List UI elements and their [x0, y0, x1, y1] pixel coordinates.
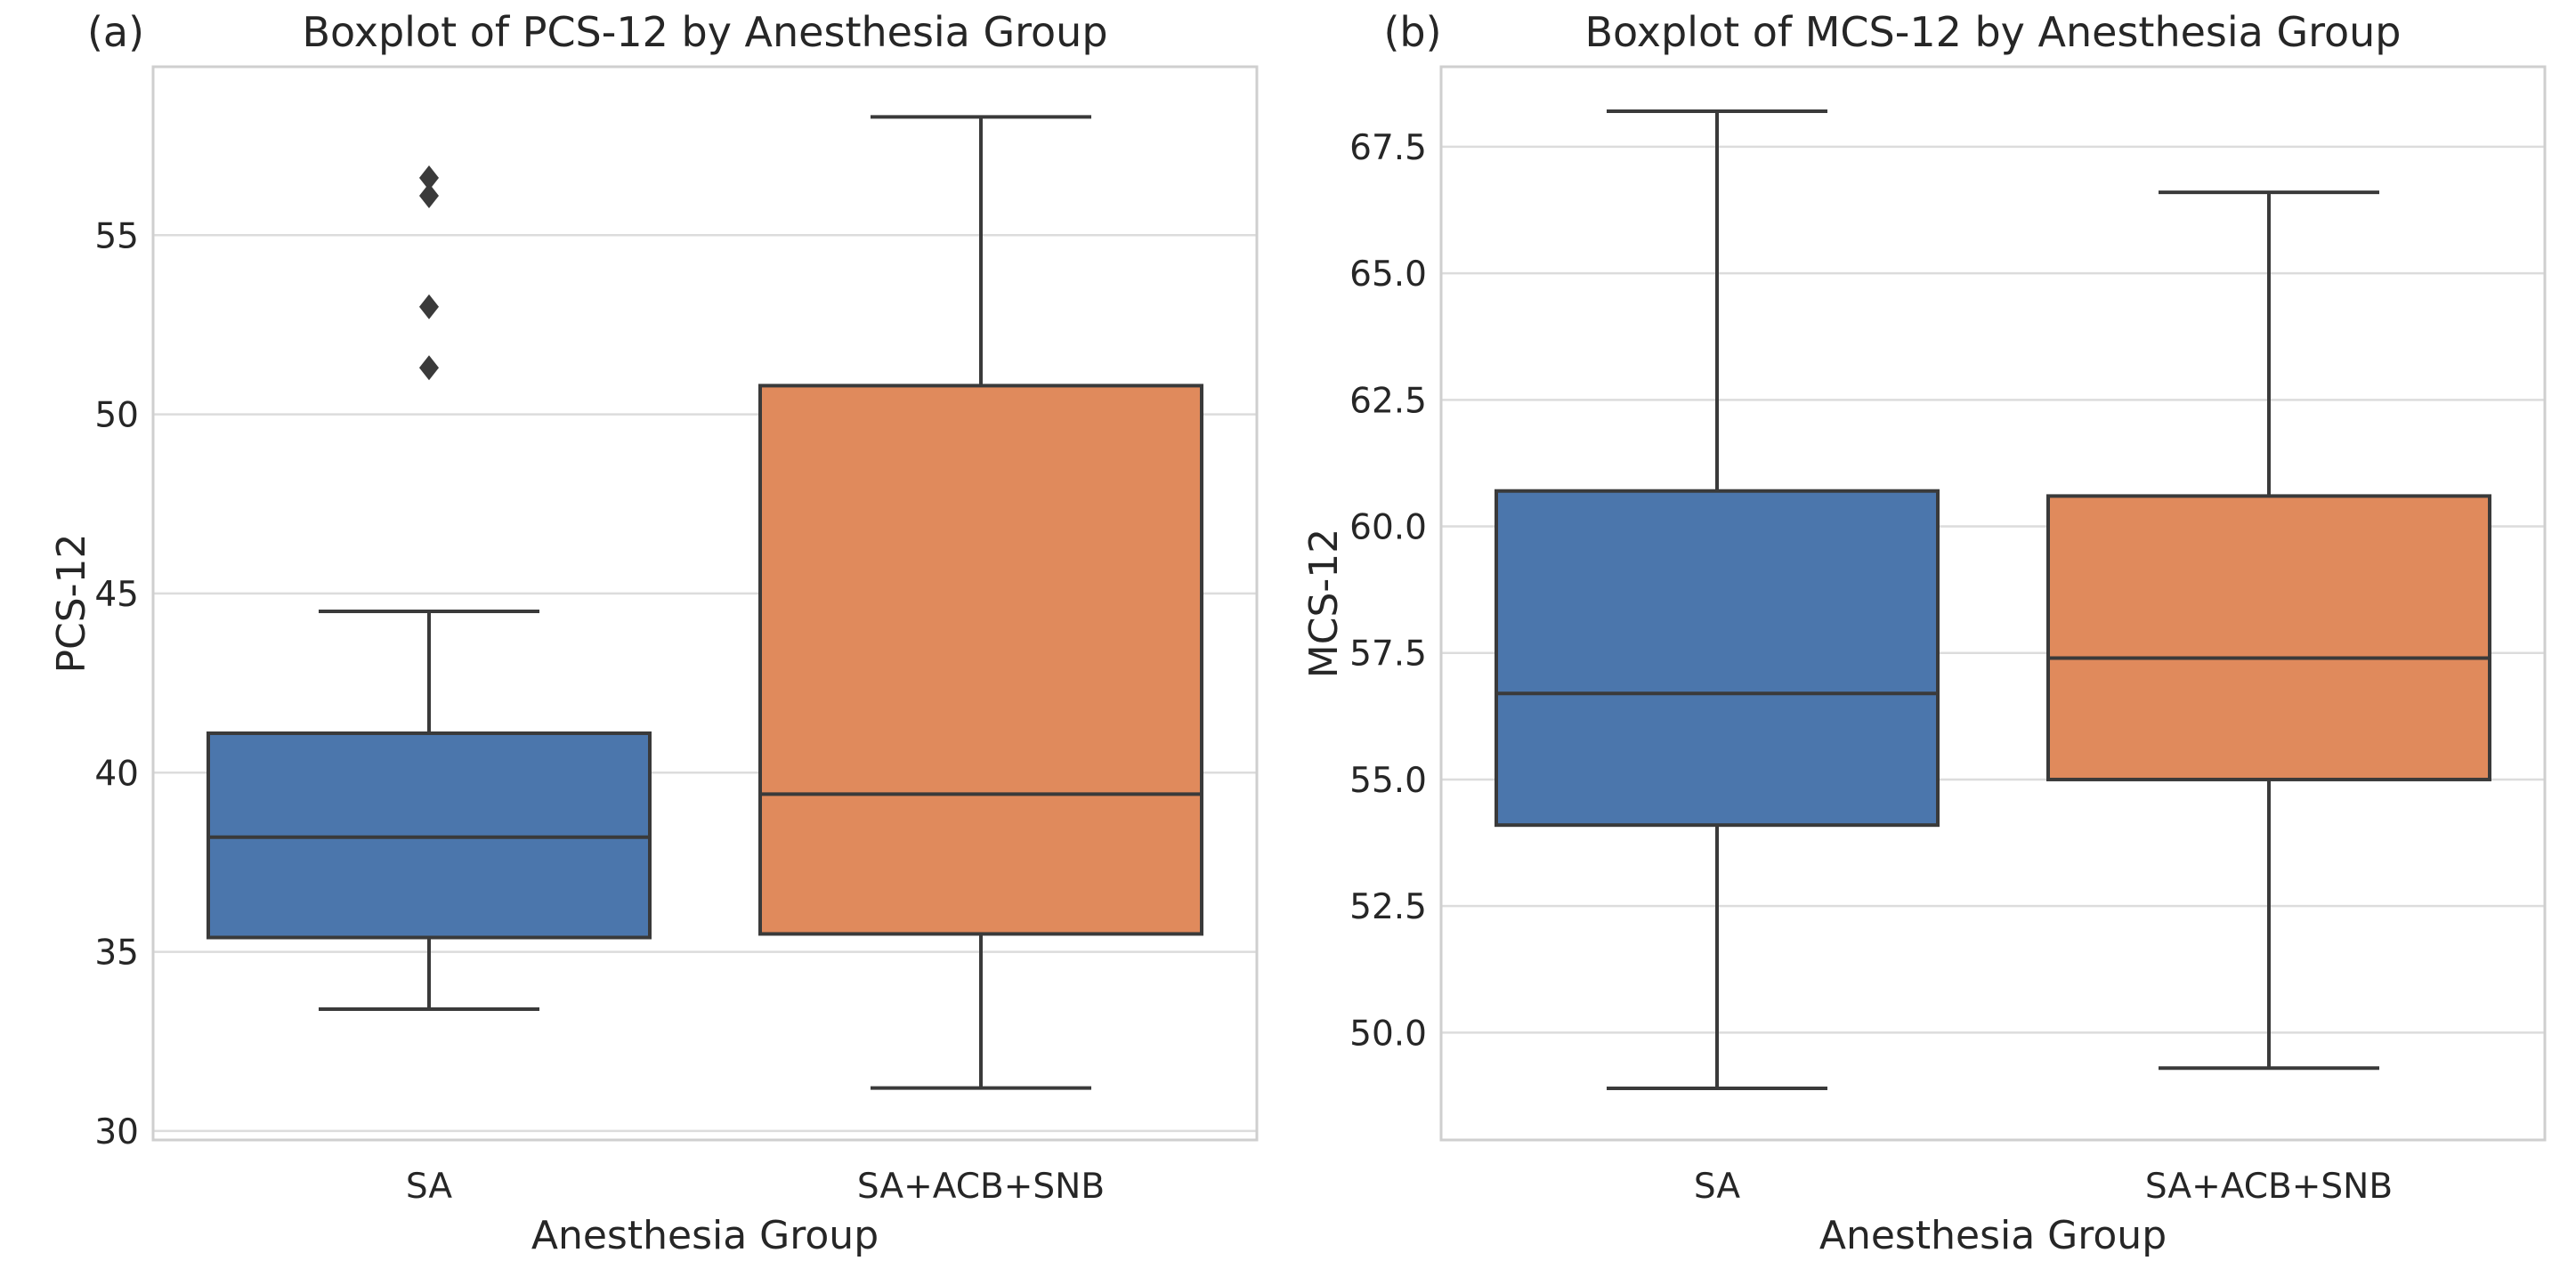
panel-a-plot-area: 30 35 40 45 50 55 SA SA+ACB+SNB [94, 65, 1259, 1207]
outlier-diamond [419, 182, 439, 208]
panel-letter-a: (a) [87, 8, 144, 56]
panel-a-svg: (a) Boxplot of PCS-12 by Anesthesia Grou… [49, 8, 1259, 1258]
y-tick-label: 35 [94, 934, 139, 974]
box-SA [1495, 489, 1940, 828]
box-SA [207, 731, 652, 940]
plot-border [1439, 65, 2547, 1142]
panel-a: (a) Boxplot of PCS-12 by Anesthesia Grou… [49, 8, 1259, 1258]
y-tick-label: 50 [94, 396, 139, 436]
outlier-diamond [419, 355, 439, 381]
panel-b: (b) Boxplot of MCS-12 by Anesthesia Grou… [1288, 0, 2576, 1269]
y-tick-label: 60.0 [1349, 508, 1427, 548]
y-tick-label: 45 [94, 575, 139, 615]
panel-b-svg: (b) Boxplot of MCS-12 by Anesthesia Grou… [1301, 8, 2547, 1258]
panel-a-y-axis-label: PCS-12 [49, 533, 94, 673]
plot-border [151, 65, 1259, 1142]
y-tick-label: 30 [94, 1112, 139, 1152]
y-tick-label: 50.0 [1349, 1014, 1427, 1054]
panel-a-title: Boxplot of PCS-12 by Anesthesia Group [302, 8, 1107, 56]
panel-b-plot-area: 50.0 52.5 55.0 57.5 60.0 62.5 65.0 67.5 SA SA+ACB… [1349, 65, 2547, 1207]
panel-b-title: Boxplot of MCS-12 by Anesthesia Group [1584, 8, 2401, 56]
panel-b-y-axis-label: MCS-12 [1301, 529, 1347, 678]
outlier-diamond [419, 294, 439, 319]
x-tick-label: SA+ACB+SNB [2145, 1167, 2393, 1207]
outlier-diamond [419, 165, 439, 190]
x-tick-label: SA+ACB+SNB [857, 1167, 1105, 1207]
x-tick-label: SA [1694, 1167, 1740, 1207]
x-tick-label: SA [406, 1167, 452, 1207]
y-tick-label: 62.5 [1349, 381, 1427, 421]
panel-a-x-axis-label: Anesthesia Group [531, 1213, 879, 1258]
y-tick-label: 55 [94, 216, 139, 256]
panel-letter-b: (b) [1383, 8, 1441, 56]
y-tick-label: 55.0 [1349, 761, 1427, 801]
y-tick-label: 40 [94, 754, 139, 794]
panel-b-x-axis-label: Anesthesia Group [1819, 1213, 2167, 1258]
y-tick-label: 67.5 [1349, 128, 1427, 168]
y-tick-label: 65.0 [1349, 255, 1427, 295]
y-tick-label: 57.5 [1349, 634, 1427, 675]
y-tick-label: 52.5 [1349, 887, 1427, 927]
box-SA+ACB+SNB [2046, 494, 2491, 781]
box-SA+ACB+SNB [758, 384, 1203, 936]
